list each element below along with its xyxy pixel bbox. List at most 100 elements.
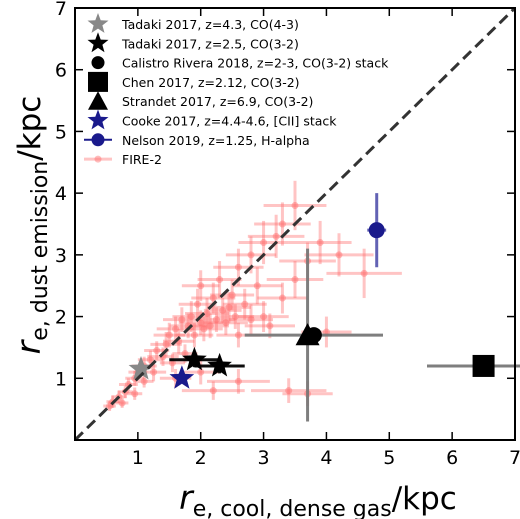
fire2-point [197,319,205,327]
fire2-point [360,269,368,277]
fire2-point [291,201,299,209]
fire2-point [335,251,343,259]
legend-label: Tadaki 2017, z=2.5, CO(3-2) [121,36,299,51]
fire2-point [106,402,114,410]
data-point [169,365,195,389]
fire2-point [260,313,268,321]
fire2-point [253,282,261,290]
fire2-points-layer [103,180,402,411]
x-axis-label-unit: /kpc [392,481,457,517]
x-axis-label-sub: e, cool, dense gas [193,497,392,519]
fire2-point [272,232,280,240]
y-axis-label-main: r [9,338,48,354]
y-axis-label-unit: /kpc [12,96,48,161]
data-point [128,356,154,380]
x-axis-label: re, cool, dense gas/kpc [179,478,457,519]
fire2-point [316,239,324,247]
x-tick-label: 3 [258,447,270,469]
axis-ticks: 1 2 3 4 5 6 7 1 2 3 4 5 6 7 [55,0,520,469]
legend-label: Nelson 2019, z=1.25, H-alpha [122,133,310,148]
data-point [472,354,495,377]
legend-swatch-marker [88,91,108,110]
fire2-point [153,347,161,355]
y-axis-label: re, dust emission/kpc [9,96,53,355]
y-axis-label-sub: e, dust emission [28,161,53,341]
x-axis-label-main: r [179,478,195,517]
fire2-point [197,368,205,376]
data-point [368,222,385,239]
fire2-point [234,263,242,271]
y-tick-label: 7 [55,0,67,20]
legend: Tadaki 2017, z=4.3, CO(4-3) Tadaki 2017, … [84,13,389,167]
fire2-point [222,319,230,327]
fire2-point [260,239,268,247]
legend-swatch-marker [87,109,109,130]
legend-label: FIRE-2 [122,152,162,167]
legend-swatch-marker [88,71,108,92]
fire2-point [247,251,255,259]
fire2-point [194,300,202,308]
fire2-point [203,309,211,317]
x-tick-label: 7 [509,447,520,469]
fire2-point [216,276,224,284]
fire2-point [266,322,274,330]
fire2-point [209,387,217,395]
data-point [295,323,320,346]
fire2-point [190,331,198,339]
fire2-point [200,325,208,333]
fire2-point [231,313,239,321]
fire2-point [212,316,220,324]
fire2-point [225,303,233,311]
fire2-point [172,325,180,333]
fire2-point [165,331,173,339]
y-tick-label: 4 [55,183,67,205]
x-tick-label: 4 [320,447,332,469]
fire2-point [285,387,293,395]
fire2-point [140,377,148,385]
fire2-point [197,282,205,290]
x-tick-label: 6 [446,447,458,469]
x-tick-label: 1 [132,447,144,469]
legend-swatch-marker [87,13,109,33]
fire2-point [234,331,242,339]
legend-swatch-marker [87,32,109,53]
fire2-point [150,368,158,376]
legend-label: Strandet 2017, z=6.9, CO(3-2) [122,94,313,109]
y-tick-label: 1 [55,368,67,390]
fire2-point [206,322,214,330]
legend-label: Tadaki 2017, z=4.3, CO(4-3) [121,17,299,32]
y-tick-label: 2 [55,307,67,329]
x-tick-label: 5 [383,447,395,469]
x-tick-label: 2 [195,447,207,469]
fire2-point [209,294,217,302]
y-tick-label: 5 [55,121,67,143]
data-point [207,352,232,377]
fire2-point [228,291,236,299]
fire2-point [162,340,170,348]
fire2-point [178,316,186,324]
fire2-point [278,220,286,228]
fire2-point [219,306,227,314]
plot-frame [74,7,516,441]
fire2-point [118,399,126,407]
one-to-one-line [73,6,517,442]
legend-label: Cooke 2017, z=4.4-4.6, [CII] stack [122,114,337,129]
legend-swatch-marker [91,133,105,147]
fire2-point [291,276,299,284]
legend-label: Chen 2017, z=2.12, CO(3-2) [122,75,300,90]
y-tick-label: 3 [55,245,67,267]
fire2-point [181,350,189,358]
fire2-point [146,356,154,364]
observation-points-layer [128,193,520,422]
y-tick-label: 6 [55,60,67,82]
fire2-point [278,294,286,302]
legend-swatch-marker [91,56,105,70]
fire2-point [131,390,139,398]
legend-swatch-marker [94,155,102,163]
fire2-point [241,300,249,308]
data-point [182,346,207,371]
fire2-point [247,316,255,324]
fire2-point [187,313,195,321]
legend-label: Calistro Rivera 2018, z=2-3, CO(3-2) sta… [122,56,389,71]
